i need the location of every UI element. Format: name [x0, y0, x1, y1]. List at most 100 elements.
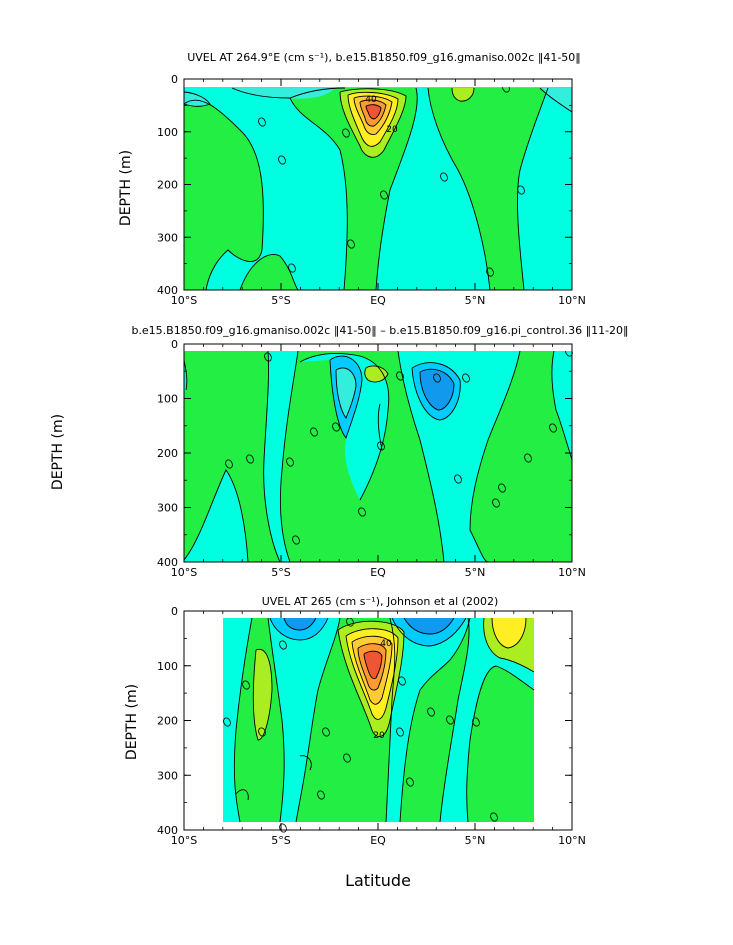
panel-1: UVEL AT 264.9°E (cm s⁻¹), b.e15.B1850.f0…	[118, 51, 586, 307]
contour-line	[263, 350, 281, 563]
y-tick-label: 100	[157, 126, 178, 139]
yellow-east	[492, 618, 526, 648]
contour-label-40: 40	[365, 95, 377, 105]
cyan-lens	[184, 92, 210, 107]
contour-line	[517, 87, 549, 291]
y-tick-label: 200	[157, 715, 178, 728]
x-tick-label: 5°S	[271, 566, 290, 579]
contour-line	[252, 648, 273, 741]
contour-label-20: 20	[373, 731, 385, 741]
contour-line	[359, 99, 387, 127]
contour-line	[411, 362, 461, 421]
contour-line	[347, 91, 399, 147]
contour-label-zero	[347, 239, 355, 249]
contour-line	[299, 353, 390, 501]
blue-top-e-in	[404, 618, 454, 634]
contour-line	[466, 665, 535, 823]
panel-3-plot: 40 20 10°S 5°S EQ 5°N 10°N 0 100 200 300 400	[157, 605, 586, 847]
x-axis-label: Latitude	[345, 871, 411, 890]
cyan-east	[551, 351, 572, 460]
contour-line	[439, 617, 470, 823]
panel-1-title: UVEL AT 264.9°E (cm s⁻¹), b.e15.B1850.f0…	[187, 51, 581, 64]
contour-line	[451, 87, 475, 102]
contour-line	[551, 350, 573, 461]
mask	[240, 822, 264, 830]
contour-label-zero	[264, 352, 272, 362]
contour-line	[363, 650, 383, 679]
contour-label-zero	[427, 707, 435, 717]
y-tick-label: 300	[157, 502, 178, 515]
panel-1-ylabel: DEPTH (m)	[118, 150, 134, 226]
y-tick-label: 200	[157, 179, 178, 192]
cyan-ridge	[268, 618, 340, 822]
mask	[520, 822, 534, 830]
x-tick-label: EQ	[370, 294, 386, 307]
y-tick-label: 300	[157, 231, 178, 244]
panel-2-title: b.e15.B1850.f09_g16.gmaniso.002c ‖41-50‖…	[131, 324, 628, 337]
contour-line	[427, 87, 491, 291]
contour-label-40: 40	[380, 639, 392, 649]
contour-line	[391, 617, 467, 647]
contour-line	[329, 355, 363, 439]
contour-line	[337, 620, 405, 737]
contour-line	[419, 368, 455, 411]
contour-line	[183, 91, 211, 107]
contour-label-zero	[446, 715, 454, 725]
contour-label-zero	[472, 717, 480, 727]
x-tick-label: 10°S	[171, 834, 197, 847]
y-tick-label: 0	[171, 338, 178, 351]
green-west-bottom	[240, 254, 298, 290]
contour-line	[280, 350, 299, 563]
cyan-top	[232, 88, 335, 99]
cyan-sw	[184, 470, 248, 562]
contour-line	[491, 617, 527, 649]
contour-label-zero	[332, 422, 340, 432]
x-tick-label: 10°N	[558, 834, 586, 847]
contour-line	[289, 97, 348, 291]
contour-label-zero	[317, 790, 325, 800]
contour-line	[339, 88, 407, 158]
contour-label-zero	[377, 441, 385, 451]
cyan-west	[223, 618, 252, 822]
y-tick-label: 300	[157, 769, 178, 782]
contour-line	[469, 350, 521, 563]
contour-line	[375, 87, 418, 291]
panel-2-ylabel: DEPTH (m)	[50, 414, 66, 490]
contour-line	[283, 617, 317, 631]
contour-line	[351, 635, 393, 705]
panel-3-title: UVEL AT 265 (cm s⁻¹), Johnson et al (200…	[262, 595, 499, 608]
mask	[504, 822, 514, 830]
contour-line	[403, 617, 455, 635]
contour-line	[397, 350, 445, 563]
contour-line	[335, 367, 357, 419]
contour-label-zero	[343, 753, 351, 763]
contour-label-zero	[406, 777, 414, 787]
y-tick-label: 200	[157, 447, 178, 460]
x-tick-label: 5°N	[465, 566, 486, 579]
cyan-edge	[184, 360, 187, 392]
y-tick-label: 400	[157, 284, 178, 297]
contour-line	[183, 99, 264, 291]
y-tick-label: 100	[157, 393, 178, 406]
contour-label-zero	[492, 498, 500, 508]
x-tick-label: 10°N	[558, 294, 586, 307]
contour-label-zero	[310, 427, 318, 437]
cyan-ridge	[263, 351, 298, 562]
contour-label-zero	[346, 617, 354, 627]
contour-label-zero	[278, 155, 286, 165]
contour-line	[233, 617, 253, 823]
contour-label-zero	[258, 117, 266, 127]
x-tick-label: 10°N	[558, 566, 586, 579]
contour-label-zero	[524, 453, 532, 463]
contour-label-zero	[358, 507, 366, 517]
cyan-central	[386, 618, 470, 822]
y-tick-label: 400	[157, 824, 178, 837]
y-tick-label: 0	[171, 73, 178, 86]
blue-east-in	[420, 369, 454, 410]
contour-line	[295, 617, 341, 823]
contour-label-zero	[288, 263, 296, 273]
cyan-west	[300, 353, 389, 500]
contour-label-zero	[279, 823, 287, 833]
contour-line	[345, 628, 399, 720]
